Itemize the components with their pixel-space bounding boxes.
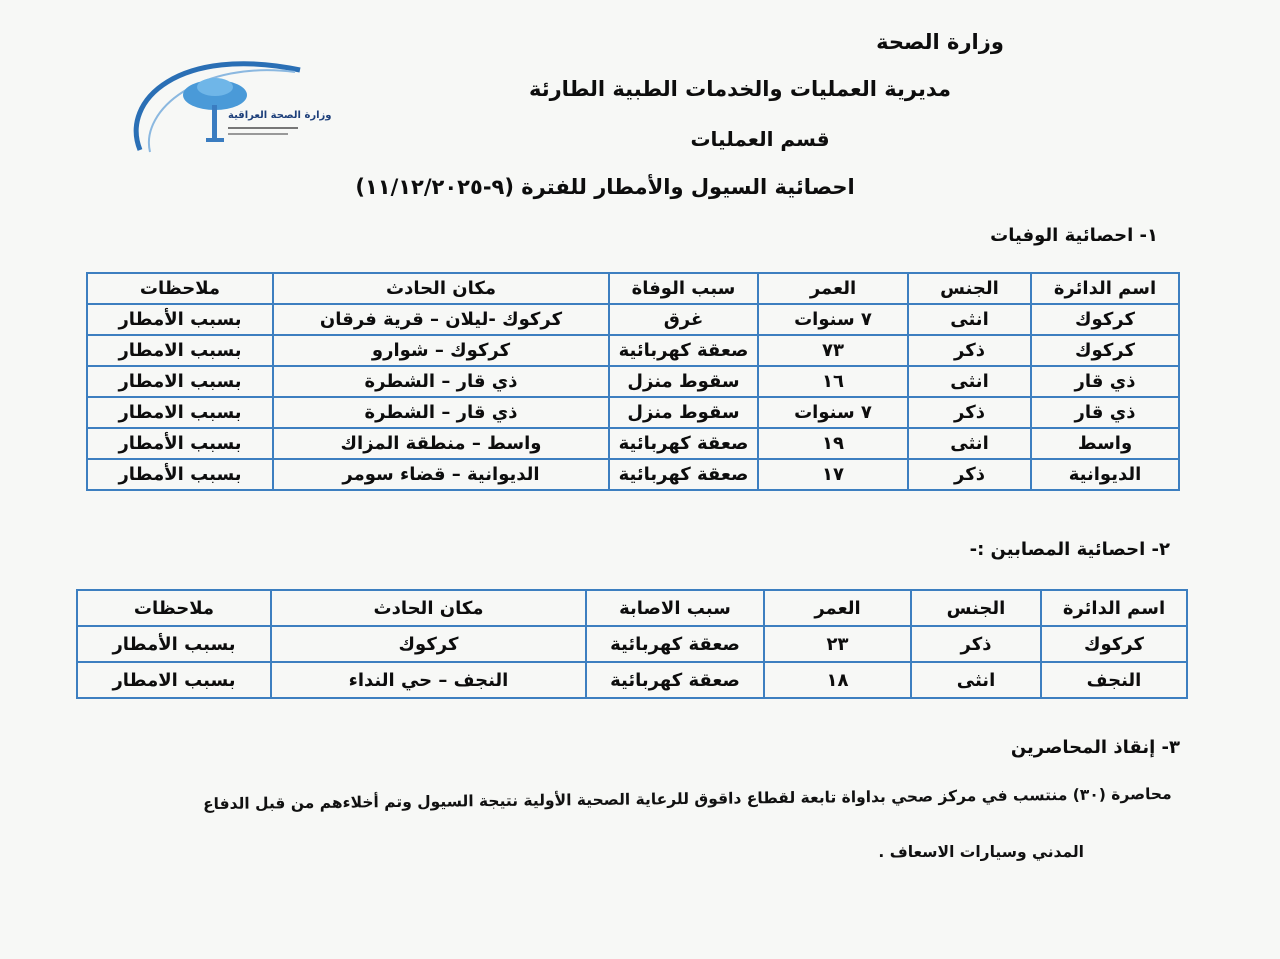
table-cell: ذكر	[907, 396, 1032, 429]
injuries-header-row: اسم الدائرة الجنس العمر سبب الاصابة مكان الح…	[76, 589, 1188, 627]
table-cell: انثى	[910, 661, 1042, 699]
table-cell: ٧٣	[757, 334, 909, 367]
column-header: الجنس	[910, 589, 1042, 627]
table-row: النجف انثى ١٨ صعقة كهربائية النجف – حي الندا…	[76, 661, 1188, 699]
deaths-table: اسم الدائرة الجنس العمر سبب الوفاة مكان الحا…	[86, 272, 1180, 491]
column-header: سبب الاصابة	[585, 589, 765, 627]
table-row: كركوك انثى ٧ سنوات غرق كركوك -ليلان – قرية ف…	[86, 303, 1180, 336]
table-cell: الديوانية	[1030, 458, 1180, 491]
table-cell: بسبب الامطار	[86, 365, 274, 398]
table-row: ذي قار ذكر ٧ سنوات سقوط منزل ذي قار – الشطرة…	[86, 396, 1180, 429]
column-header: العمر	[757, 272, 909, 305]
table-cell: انثى	[907, 365, 1032, 398]
column-header: مكان الحادث	[272, 272, 610, 305]
table-cell: كركوك -ليلان – قرية فرقان	[272, 303, 610, 336]
table-cell: كركوك	[1030, 303, 1180, 336]
logo-tree-icon	[133, 61, 301, 153]
table-cell: صعقة كهربائية	[585, 661, 765, 699]
ministry-logo: وزارة الصحة العراقية	[120, 40, 340, 160]
table-cell: انثى	[907, 303, 1032, 336]
column-header: ملاحظات	[76, 589, 272, 627]
document-title: احصائية السيول والأمطار للفترة (٩-١١/١٢/…	[355, 175, 855, 199]
table-cell: ٧ سنوات	[757, 303, 909, 336]
column-header: ملاحظات	[86, 272, 274, 305]
rescue-paragraph-line1: محاصرة (٣٠) منتسب في مركز صحي بداواة تاب…	[203, 784, 1173, 814]
injuries-table: اسم الدائرة الجنس العمر سبب الاصابة مكان الح…	[76, 589, 1188, 699]
table-row: كركوك ذكر ٧٣ صعقة كهربائية كركوك – شوارو بسبب…	[86, 334, 1180, 367]
table-row: واسط انثى ١٩ صعقة كهربائية واسط – منطقة المز…	[86, 427, 1180, 460]
table-cell: ذي قار – الشطرة	[272, 396, 610, 429]
column-header: سبب الوفاة	[608, 272, 759, 305]
table-row: الديوانية ذكر ١٧ صعقة كهربائية الديوانية – ق…	[86, 458, 1180, 491]
table-cell: ذي قار	[1030, 365, 1180, 398]
rescue-paragraph-line2: المدني وسيارات الاسعاف .	[878, 843, 1084, 861]
table-cell: كركوك	[1040, 625, 1188, 663]
table-cell: ١٦	[757, 365, 909, 398]
table-cell: صعقة كهربائية	[608, 458, 759, 491]
table-cell: صعقة كهربائية	[608, 427, 759, 460]
table-cell: ٧ سنوات	[757, 396, 909, 429]
table-cell: بسبب الامطار	[76, 661, 272, 699]
deaths-heading: ١- احصائية الوفيات	[990, 225, 1158, 246]
table-cell: بسبب الامطار	[86, 396, 274, 429]
table-cell: بسبب الأمطار	[86, 303, 274, 336]
deaths-header-row: اسم الدائرة الجنس العمر سبب الوفاة مكان الحا…	[86, 272, 1180, 305]
column-header: العمر	[763, 589, 912, 627]
table-cell: الديوانية – قضاء سومر	[272, 458, 610, 491]
injuries-heading: ٢- احصائية المصابين :-	[969, 539, 1170, 560]
table-cell: ذي قار – الشطرة	[272, 365, 610, 398]
table-cell: ٢٣	[763, 625, 912, 663]
table-cell: ذكر	[910, 625, 1042, 663]
table-cell: سقوط منزل	[608, 365, 759, 398]
table-cell: صعقة كهربائية	[585, 625, 765, 663]
table-cell: كركوك	[1030, 334, 1180, 367]
table-cell: النجف	[1040, 661, 1188, 699]
column-header: اسم الدائرة	[1040, 589, 1188, 627]
table-cell: واسط	[1030, 427, 1180, 460]
table-cell: ١٨	[763, 661, 912, 699]
table-cell: واسط – منطقة المزاك	[272, 427, 610, 460]
table-cell: صعقة كهربائية	[608, 334, 759, 367]
table-row: ذي قار انثى ١٦ سقوط منزل ذي قار – الشطرة بسبب…	[86, 365, 1180, 398]
column-header: اسم الدائرة	[1030, 272, 1180, 305]
table-cell: كركوك – شوارو	[272, 334, 610, 367]
department-name: قسم العمليات	[690, 127, 830, 151]
table-row: كركوك ذكر ٢٣ صعقة كهربائية كركوك بسبب الأمطار	[76, 625, 1188, 663]
column-header: مكان الحادث	[270, 589, 587, 627]
table-cell: ١٩	[757, 427, 909, 460]
table-cell: ذي قار	[1030, 396, 1180, 429]
table-cell: ذكر	[907, 334, 1032, 367]
table-cell: انثى	[907, 427, 1032, 460]
column-header: الجنس	[907, 272, 1032, 305]
table-cell: بسبب الأمطار	[86, 427, 274, 460]
table-cell: ١٧	[757, 458, 909, 491]
directorate-name: مديرية العمليات والخدمات الطبية الطارئة	[528, 77, 952, 101]
table-cell: سقوط منزل	[608, 396, 759, 429]
table-cell: بسبب الامطار	[86, 334, 274, 367]
table-cell: كركوك	[270, 625, 587, 663]
table-cell: النجف – حي النداء	[270, 661, 587, 699]
logo-text: وزارة الصحة العراقية	[228, 110, 332, 121]
table-cell: غرق	[608, 303, 759, 336]
table-cell: بسبب الأمطار	[86, 458, 274, 491]
table-cell: ذكر	[907, 458, 1032, 491]
ministry-name: وزارة الصحة	[876, 30, 1004, 54]
rescue-heading: ٣- إنقاذ المحاصرين	[1010, 737, 1180, 758]
table-cell: بسبب الأمطار	[76, 625, 272, 663]
